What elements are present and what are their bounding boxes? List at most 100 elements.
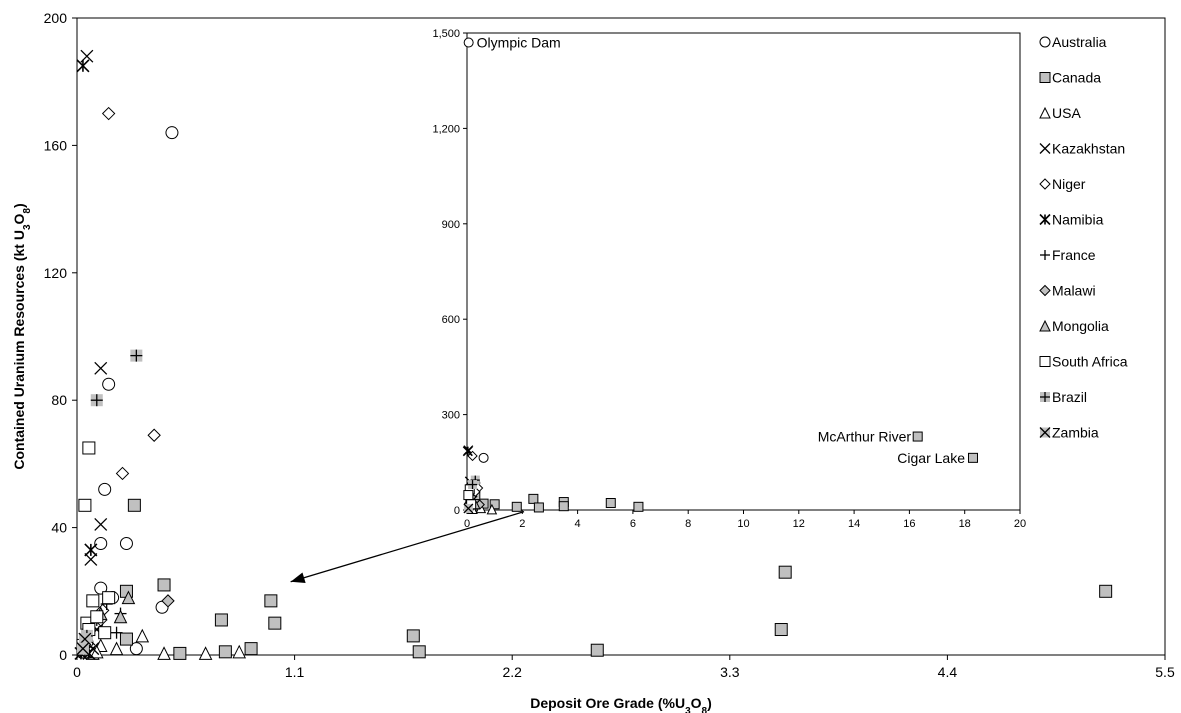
data-point [590, 643, 604, 657]
inset-data-point [528, 493, 539, 504]
legend-marker [1039, 106, 1051, 119]
data-point [218, 645, 232, 659]
data-point [412, 645, 426, 659]
data-point [173, 646, 187, 660]
legend-marker [1040, 392, 1050, 402]
data-point [135, 628, 150, 643]
legend-marker [1039, 319, 1051, 332]
y-tick-label: 120 [44, 265, 68, 281]
y-tick-label: 0 [59, 647, 67, 663]
data-point [101, 106, 116, 121]
inset-y-tick-label: 1,500 [432, 28, 460, 40]
legend-label: Niger [1052, 176, 1086, 192]
data-point [778, 565, 792, 579]
data-point [165, 126, 179, 140]
data-point [121, 590, 136, 605]
inset-data-point [463, 490, 474, 501]
inset-y-tick-label: 0 [454, 505, 460, 517]
legend-marker [1039, 143, 1051, 154]
legend-item-zambia: Zambia [1039, 425, 1099, 441]
inset-data-point [912, 431, 923, 442]
legend-item-namibia: Namibia [1039, 212, 1104, 228]
data-point [119, 632, 133, 646]
inset-data-point [463, 37, 474, 48]
legend-marker [1039, 356, 1051, 367]
inset-x-tick-label: 20 [1014, 518, 1026, 530]
inset-data-point [489, 499, 500, 510]
data-point [90, 610, 104, 624]
x-tick-label: 5.5 [1155, 664, 1175, 680]
legend-item-australia: Australia [1039, 34, 1107, 50]
data-point [157, 578, 171, 592]
legend-item-canada: Canada [1039, 70, 1101, 86]
data-point [84, 552, 98, 566]
legend-label: Mongolia [1052, 318, 1109, 334]
data-point [268, 616, 282, 630]
data-point [82, 441, 96, 455]
data-point [110, 626, 123, 639]
legend-label: Zambia [1052, 425, 1099, 441]
data-point [157, 646, 171, 660]
data-point [127, 498, 141, 512]
inset-data-point [463, 503, 474, 514]
data-point [98, 482, 112, 496]
data-point [119, 537, 133, 551]
zoom-arrow-head [290, 572, 306, 583]
legend-item-malawi: Malawi [1039, 283, 1096, 299]
inset-x-tick-label: 14 [848, 518, 860, 530]
data-point [94, 517, 108, 531]
main-plot-frame [76, 17, 1166, 656]
data-point [214, 613, 228, 627]
deposit-label-cigar-lake: Cigar Lake [897, 450, 965, 466]
legend-marker [1039, 427, 1051, 438]
data-point [1099, 584, 1113, 598]
data-point [264, 594, 278, 608]
legend-label: Brazil [1052, 389, 1087, 405]
data-point [198, 646, 213, 660]
legend-marker [1039, 36, 1051, 48]
inset-x-tick-label: 16 [903, 518, 915, 530]
inset-series-brazil [468, 475, 480, 490]
inset-x-tick-label: 8 [685, 518, 691, 530]
legend-label: South Africa [1052, 354, 1128, 370]
series-malawi [161, 594, 175, 608]
inset-x-tick-label: 2 [519, 518, 525, 530]
inset-data-point [967, 452, 978, 463]
legend-item-usa: USA [1039, 105, 1081, 121]
inset-plot: 0 300 600 900 1,200 1,500 0 2 4 6 8 10 12 14 16 18 20 Oly… [432, 28, 1026, 530]
inset-x-tick-label: 12 [793, 518, 805, 530]
data-point [129, 642, 143, 656]
data-point [94, 537, 108, 551]
x-tick-label: 1.1 [285, 664, 305, 680]
x-axis-title: Deposit Ore Grade (%U3O8) [530, 695, 712, 713]
x-tick-label: 0 [73, 664, 81, 680]
data-point [102, 377, 116, 391]
data-point [130, 349, 143, 362]
y-axis-title: Contained Uranium Resources (kt U3O8) [11, 203, 33, 469]
series-zambia [76, 632, 92, 656]
legend-marker [1040, 250, 1050, 260]
data-point [244, 642, 258, 656]
legend-marker [1039, 72, 1051, 83]
inset-y-tick-label: 600 [442, 314, 460, 326]
inset-x-tick-label: 18 [959, 518, 971, 530]
inset-data-point [486, 503, 498, 515]
legend-item-south-africa: South Africa [1039, 354, 1128, 370]
legend-label: Kazakhstan [1052, 141, 1125, 157]
inset-y-tick-label: 300 [442, 410, 460, 422]
legend-label: France [1052, 247, 1096, 263]
inset-data-point [511, 501, 522, 512]
data-point [84, 543, 98, 557]
legend-item-niger: Niger [1039, 176, 1086, 192]
inset-x-tick-label: 6 [630, 518, 636, 530]
deposit-label-olympic-dam: Olympic Dam [477, 35, 561, 51]
data-point [147, 428, 161, 442]
legend: Australia Canada USA Kazakhstan Niger Namibia… [1039, 34, 1128, 441]
data-point [102, 591, 116, 605]
inset-data-point [478, 452, 489, 463]
y-tick-label: 200 [44, 10, 68, 26]
data-point [78, 498, 92, 512]
inset-data-point [462, 446, 473, 457]
y-tick-label: 160 [44, 137, 68, 153]
